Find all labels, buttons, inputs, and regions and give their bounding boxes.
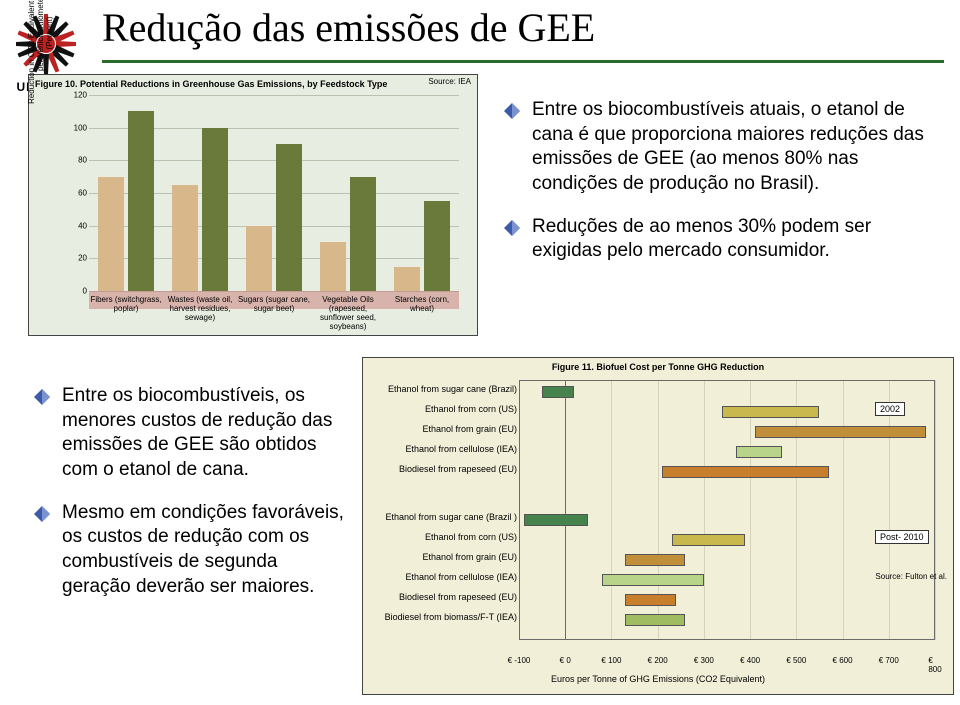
fig11-xtick: € 400 xyxy=(740,656,760,665)
fig10-caption: Figure 10. Potential Reductions in Green… xyxy=(29,75,477,91)
fig11-bar xyxy=(625,614,685,626)
bullets-right: Entre os biocombustíveis atuais, o etano… xyxy=(504,98,934,282)
fig10-xlabel: Wastes (waste oil, harvest residues, sew… xyxy=(163,295,237,322)
fig11-xtick: € -100 xyxy=(508,656,531,665)
fig10-source: Source: IEA xyxy=(428,77,471,86)
fig11-bar xyxy=(602,574,704,586)
fig10-bar-low xyxy=(394,267,420,292)
bullet-item: Mesmo em condições favoráveis, os custos… xyxy=(34,501,344,600)
fig11-xtick: € 800 xyxy=(928,656,941,674)
fig10-ytick: 80 xyxy=(78,156,87,165)
bullets-left: Entre os biocombustíveis, os menores cus… xyxy=(34,384,344,618)
fig11-xtick: € 300 xyxy=(694,656,714,665)
fig10-bar-low xyxy=(320,242,346,291)
fig10-yaxis: 020406080100120 xyxy=(67,95,87,291)
fig11-bar xyxy=(524,514,589,526)
fig11-bar xyxy=(722,406,819,418)
fig10-ytick: 120 xyxy=(74,91,87,100)
fig11-source: Source: Fulton et al. xyxy=(875,572,947,581)
fig11-bar xyxy=(542,386,574,398)
fig11-xtick: € 700 xyxy=(879,656,899,665)
title-rule xyxy=(102,60,944,63)
fig10-bar-high xyxy=(128,111,154,291)
fig10-bar-high xyxy=(276,144,302,291)
fig10-bar-low xyxy=(246,226,272,291)
fig11-bar xyxy=(755,426,926,438)
fig10-ytick: 100 xyxy=(74,123,87,132)
page-title: Redução das emissões de GEE xyxy=(102,4,595,51)
fig11-bar xyxy=(736,446,782,458)
figure-11: Figure 11. Biofuel Cost per Tonne GHG Re… xyxy=(362,357,954,695)
diamond-icon xyxy=(504,219,520,235)
fig10-xlabel: Vegetable Oils (rapeseed, sunflower seed… xyxy=(311,295,385,331)
fig11-row-label: Biodiesel from rapeseed (EU) xyxy=(373,592,517,602)
fig10-bar-high xyxy=(202,128,228,291)
fig10-bars xyxy=(89,95,459,291)
bullet-item: Entre os biocombustíveis, os menores cus… xyxy=(34,384,344,483)
diamond-icon xyxy=(34,505,50,521)
fig11-bar xyxy=(625,554,685,566)
fig11-row-label: Ethanol from grain (EU) xyxy=(373,424,517,434)
fig11-row-label: Ethanol from corn (US) xyxy=(373,532,517,542)
bullet-text: Entre os biocombustíveis atuais, o etano… xyxy=(532,98,934,197)
fig11-row-label: Ethanol from grain (EU) xyxy=(373,552,517,562)
diamond-icon xyxy=(34,388,50,404)
fig11-xtick: € 100 xyxy=(601,656,621,665)
diamond-icon xyxy=(504,102,520,118)
fig11-row-label: Ethanol from sugar cane (Brazil ) xyxy=(373,512,517,522)
bullet-text: Entre os biocombustíveis, os menores cus… xyxy=(62,384,344,483)
fig10-bar-low xyxy=(98,177,124,291)
fig10-xlabel: Fibers (switchgrass, poplar) xyxy=(89,295,163,313)
fig11-bar xyxy=(672,534,746,546)
fig11-row-label: Biodiesel from biomass/F-T (IEA) xyxy=(373,612,517,622)
fig10-bar-low xyxy=(172,185,198,291)
fig10-ytick: 0 xyxy=(83,287,87,296)
fig10-ylabel: Reduction in CO2-Equivalent Emissions pe… xyxy=(27,0,54,123)
figure-10: Figure 10. Potential Reductions in Green… xyxy=(28,74,478,336)
fig11-row-label: Ethanol from sugar cane (Brazil) xyxy=(373,384,517,394)
fig10-ytick: 20 xyxy=(78,254,87,263)
fig11-row-label: Biodiesel from rapeseed (EU) xyxy=(373,464,517,474)
fig11-year-label: Post- 2010 xyxy=(875,530,929,544)
bullet-item: Entre os biocombustíveis atuais, o etano… xyxy=(504,98,934,197)
fig11-row-label: Ethanol from cellulose (IEA) xyxy=(373,444,517,454)
fig10-xlabel: Sugars (sugar cane, sugar beet) xyxy=(237,295,311,313)
fig11-bar xyxy=(662,466,828,478)
fig11-year-label: 2002 xyxy=(875,402,905,416)
fig11-xtick: € 0 xyxy=(560,656,571,665)
fig10-ytick: 40 xyxy=(78,221,87,230)
bullet-item: Reduções de ao menos 30% podem ser exigi… xyxy=(504,215,934,264)
fig11-xtick: € 200 xyxy=(648,656,668,665)
bullet-text: Reduções de ao menos 30% podem ser exigi… xyxy=(532,215,934,264)
fig11-row-label: Ethanol from corn (US) xyxy=(373,404,517,414)
fig11-xtick: € 500 xyxy=(786,656,806,665)
fig11-bar xyxy=(625,594,676,606)
bullet-text: Mesmo em condições favoráveis, os custos… xyxy=(62,501,344,600)
fig11-xtitle: Euros per Tonne of GHG Emissions (CO2 Eq… xyxy=(363,674,953,684)
fig10-ytick: 60 xyxy=(78,189,87,198)
fig10-bar-high xyxy=(424,201,450,291)
fig10-plot: 020406080100120 xyxy=(89,95,459,291)
fig10-bar-high xyxy=(350,177,376,291)
fig11-xtick: € 600 xyxy=(833,656,853,665)
fig11-plot xyxy=(519,380,935,640)
fig10-xlabel: Starches (corn, wheat) xyxy=(385,295,459,313)
fig11-row-label: Ethanol from cellulose (IEA) xyxy=(373,572,517,582)
fig11-caption: Figure 11. Biofuel Cost per Tonne GHG Re… xyxy=(363,358,953,374)
